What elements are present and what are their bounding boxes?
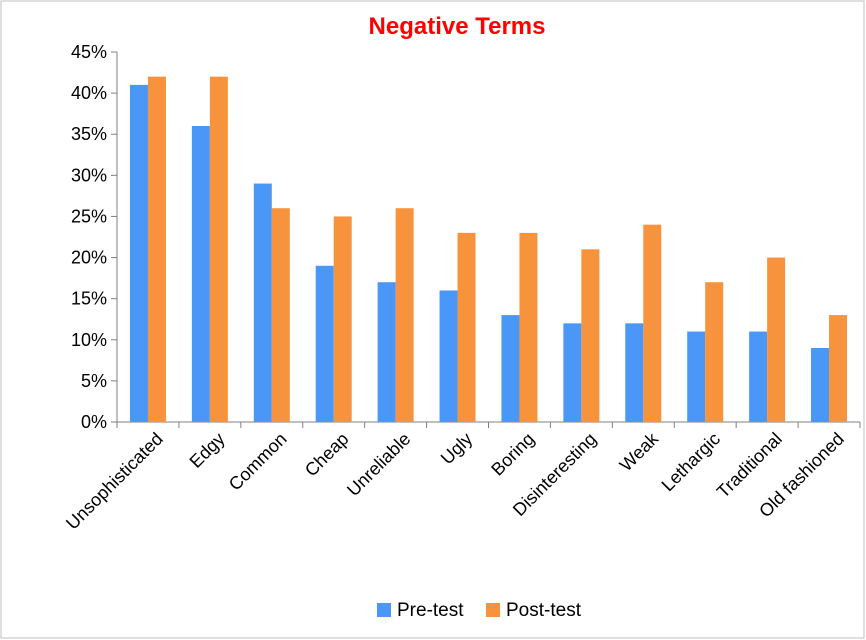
legend-swatch bbox=[486, 603, 500, 617]
y-tick-label: 30% bbox=[71, 165, 107, 185]
bar-pre-test bbox=[811, 348, 830, 422]
bar-pre-test bbox=[439, 290, 458, 422]
bar-post-test bbox=[457, 232, 476, 422]
bar-pre-test bbox=[129, 84, 148, 422]
bar-pre-test bbox=[563, 323, 582, 422]
y-tick-label: 5% bbox=[81, 371, 107, 391]
bar-post-test bbox=[333, 216, 352, 422]
bar-pre-test bbox=[315, 265, 334, 422]
legend-swatch bbox=[377, 603, 391, 617]
bar-post-test bbox=[209, 76, 228, 423]
y-axis: 0% 5% 10% 15% 20% 25% 30% 35% 40% 45% bbox=[71, 42, 118, 432]
bar-pre-test bbox=[253, 183, 272, 422]
y-tick-label: 35% bbox=[71, 124, 107, 144]
bar-post-test bbox=[395, 208, 414, 422]
bar-post-test bbox=[147, 76, 166, 423]
y-tick-label: 25% bbox=[71, 206, 107, 226]
bar-post-test bbox=[519, 232, 538, 422]
y-tick-label: 10% bbox=[71, 330, 107, 350]
bar-pre-test bbox=[625, 323, 644, 422]
legend: Pre-test Post-test bbox=[377, 600, 582, 621]
bar-pre-test bbox=[501, 315, 520, 422]
bar-pre-test bbox=[191, 126, 210, 422]
bars bbox=[129, 76, 848, 423]
chart-title: Negative Terms bbox=[369, 13, 546, 40]
bar-pre-test bbox=[749, 331, 768, 422]
bar-post-test bbox=[767, 257, 786, 422]
y-tick-label: 0% bbox=[81, 412, 107, 432]
y-tick-label: 45% bbox=[71, 42, 107, 62]
bar-pre-test bbox=[377, 282, 396, 422]
legend-label: Pre-test bbox=[397, 600, 464, 621]
bar-post-test bbox=[705, 282, 724, 422]
y-tick-label: 20% bbox=[71, 248, 107, 268]
y-tick-label: 40% bbox=[71, 83, 107, 103]
bar-post-test bbox=[271, 208, 290, 422]
y-tick-label: 15% bbox=[71, 289, 107, 309]
bar-post-test bbox=[829, 315, 848, 422]
bar-post-test bbox=[643, 224, 662, 422]
legend-label: Post-test bbox=[506, 600, 582, 621]
bar-post-test bbox=[581, 249, 600, 422]
bar-pre-test bbox=[687, 331, 706, 422]
